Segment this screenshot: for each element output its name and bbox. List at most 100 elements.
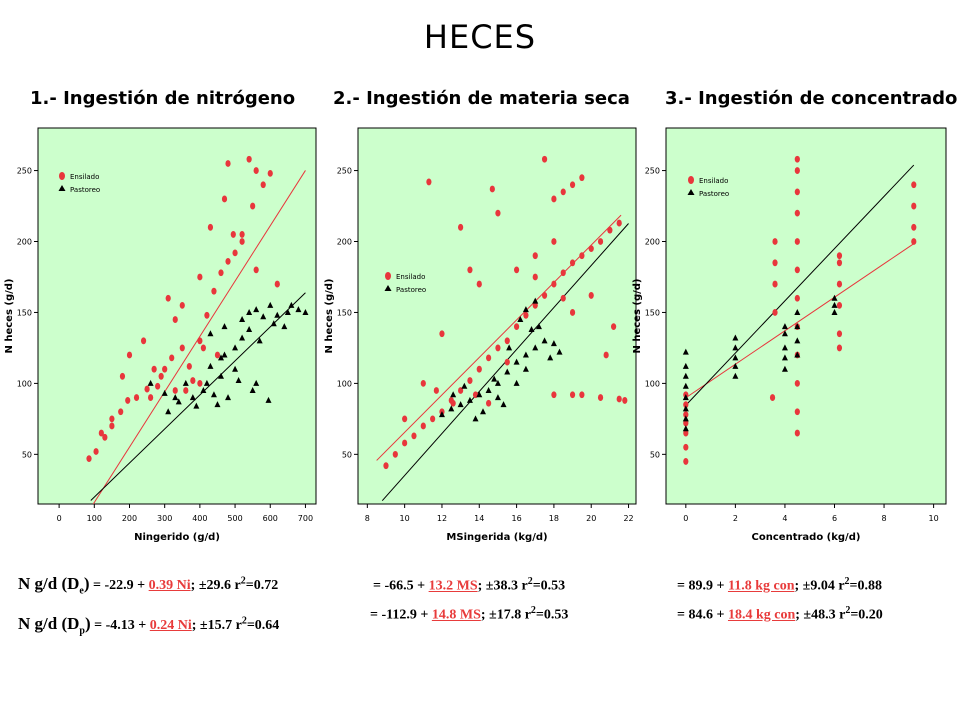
point-pastoreo xyxy=(682,382,689,389)
point-ensilado xyxy=(541,292,548,299)
point-ensilado xyxy=(541,155,548,163)
point-ensilado xyxy=(119,372,126,380)
point-pastoreo xyxy=(246,325,253,332)
point-pastoreo xyxy=(522,365,529,372)
point-ensilado xyxy=(420,422,426,430)
point-pastoreo xyxy=(494,394,501,401)
point-ensilado xyxy=(794,294,800,302)
y-axis-label: N heces (g/d) xyxy=(4,278,15,353)
point-pastoreo xyxy=(682,425,689,432)
point-pastoreo xyxy=(732,354,739,361)
point-ensilado xyxy=(836,344,843,352)
equation-ensilado-materia-seca: = -66.5 + 13.2 MS; ±38.3 r2=0.53 xyxy=(373,576,566,594)
point-pastoreo xyxy=(302,308,309,315)
x-tick-label: 8 xyxy=(882,514,887,523)
point-pastoreo xyxy=(504,368,511,375)
x-tick-label: 16 xyxy=(511,514,521,523)
point-pastoreo xyxy=(217,372,224,379)
point-pastoreo xyxy=(781,344,788,351)
point-ensilado xyxy=(794,238,800,245)
y-tick-label: 50 xyxy=(650,450,660,459)
point-ensilado xyxy=(495,209,501,217)
point-ensilado xyxy=(232,249,238,257)
point-pastoreo xyxy=(274,311,281,318)
x-tick-label: 6 xyxy=(832,514,837,523)
point-ensilado xyxy=(569,181,576,189)
point-ensilado xyxy=(772,259,778,267)
legend: Ensilado Pastoreo xyxy=(58,172,100,194)
point-pastoreo xyxy=(450,391,457,398)
point-ensilado xyxy=(794,209,800,217)
points xyxy=(682,155,917,465)
point-ensilado xyxy=(569,309,576,316)
point-ensilado xyxy=(486,354,492,362)
plot-group: 50 100 150 200 250 0 100 200 300 400 500 600 700 Ning… xyxy=(4,127,317,543)
point-pastoreo xyxy=(182,379,189,386)
point-pastoreo xyxy=(207,362,214,369)
point-ensilado xyxy=(560,269,566,277)
point-ensilado xyxy=(588,245,594,253)
y-axis-label: N heces (g/d) xyxy=(324,278,335,353)
point-pastoreo xyxy=(260,313,267,320)
point-ensilado xyxy=(476,365,482,373)
point-ensilado xyxy=(579,391,585,399)
point-ensilado xyxy=(221,195,228,203)
point-ensilado xyxy=(109,422,115,430)
y-tick-label: 250 xyxy=(337,167,352,176)
x-tick-label: 400 xyxy=(192,514,207,523)
point-pastoreo xyxy=(172,394,179,401)
point-ensilado xyxy=(911,238,917,245)
x-axis-label: Concentrado (kg/d) xyxy=(752,532,861,543)
legend-marker-pastoreo xyxy=(687,189,695,195)
point-ensilado xyxy=(794,167,800,174)
point-ensilado xyxy=(683,419,689,427)
legend-marker-ensilado xyxy=(688,176,694,184)
x-tick-label: 0 xyxy=(57,514,62,523)
point-ensilado xyxy=(426,178,432,186)
point-ensilado xyxy=(211,287,217,295)
point-pastoreo xyxy=(682,394,689,401)
point-pastoreo xyxy=(528,325,535,332)
point-pastoreo xyxy=(794,323,801,330)
point-pastoreo xyxy=(732,372,739,379)
x-tick-label: 4 xyxy=(782,514,787,523)
equation-ensilado-nitrogeno: N g/d (De) = -22.9 + 0.39 Ni; ±29.6 r2=0… xyxy=(18,574,279,597)
point-ensilado xyxy=(579,174,585,182)
point-pastoreo xyxy=(253,379,260,386)
point-ensilado xyxy=(513,266,520,274)
point-ensilado xyxy=(603,351,609,359)
point-pastoreo xyxy=(448,405,455,412)
point-pastoreo xyxy=(239,316,246,323)
point-ensilado xyxy=(225,160,231,167)
point-ensilado xyxy=(683,411,689,419)
point-ensilado xyxy=(274,280,280,288)
y-tick-label: 100 xyxy=(337,379,352,388)
point-pastoreo xyxy=(831,294,838,301)
point-ensilado xyxy=(190,377,196,384)
point-ensilado xyxy=(197,379,203,387)
point-pastoreo xyxy=(232,344,239,351)
x-tick-label: 100 xyxy=(87,514,102,523)
point-pastoreo xyxy=(239,334,246,341)
y-tick-label: 250 xyxy=(17,167,32,176)
point-pastoreo xyxy=(147,379,154,386)
point-pastoreo xyxy=(513,358,520,365)
point-pastoreo xyxy=(267,301,274,308)
point-ensilado xyxy=(109,415,115,423)
point-pastoreo xyxy=(556,348,563,355)
point-ensilado xyxy=(253,266,259,274)
point-ensilado xyxy=(560,294,566,302)
regression-line-pastoreo xyxy=(685,164,915,406)
point-ensilado xyxy=(433,387,439,394)
point-pastoreo xyxy=(522,306,529,313)
page-title: HECES xyxy=(423,18,537,56)
y-tick-label: 50 xyxy=(342,450,352,459)
point-pastoreo xyxy=(193,402,200,409)
point-ensilado xyxy=(616,219,622,227)
point-pastoreo xyxy=(221,351,228,358)
point-ensilado xyxy=(476,280,482,288)
point-ensilado xyxy=(402,415,408,423)
legend: Ensilado Pastoreo xyxy=(384,272,426,294)
point-pastoreo xyxy=(794,337,801,344)
points xyxy=(86,155,309,462)
